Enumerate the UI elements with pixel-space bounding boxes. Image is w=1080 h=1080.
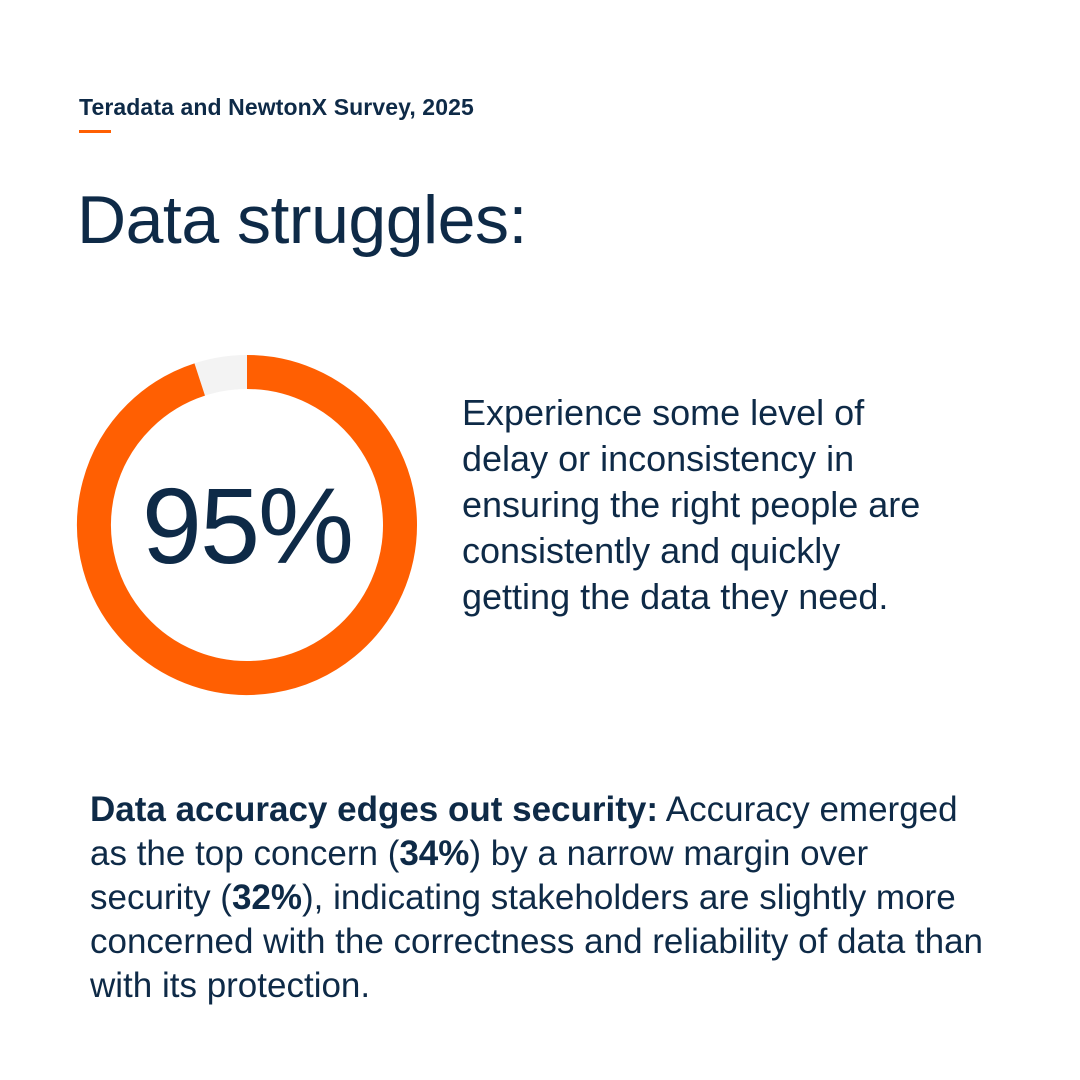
page-title: Data struggles: [77,182,527,258]
insight-lead: Data accuracy edges out security: [90,790,659,829]
insight-text-3: ), indicating stakeholders are slightly … [90,878,984,1005]
donut-value-label: 95% [141,464,354,586]
insight-text-1: Accuracy emerged as the top concern ( [90,790,958,873]
insight-stat-security: 32% [231,878,303,917]
source-accent-underline [79,130,111,133]
donut-value-slice [77,355,417,695]
stat-description: Experience some level of delay or incons… [462,392,921,617]
donut-chart: 95% [76,354,418,696]
insight-stat-accuracy: 34% [399,834,470,873]
insight-text-2: ) by a narrow margin over security ( [90,834,869,917]
survey-source: Teradata and NewtonX Survey, 2025 [79,94,474,120]
insight-paragraph: Data accuracy edges out security: Accura… [90,788,990,1008]
donut-chart-svg [77,355,417,695]
